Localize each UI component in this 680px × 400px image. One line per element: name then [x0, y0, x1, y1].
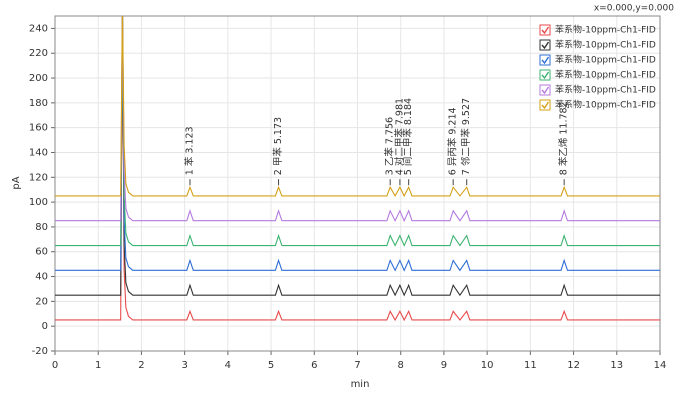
cursor-readout: x=0.000,y=0.000 [594, 4, 674, 14]
legend-label: 苯系物-10ppm-Ch1-FID [555, 84, 656, 96]
plot-frame [54, 15, 661, 352]
y-axis-label: pA [11, 176, 22, 189]
x-tick-label: 12 [567, 360, 580, 371]
peak-annotation: 4 对二甲苯 7.981 [393, 98, 405, 175]
legend-check [541, 71, 550, 80]
y-tick-label: 40 [35, 272, 48, 283]
y-tick-label: 120 [29, 172, 48, 183]
x-tick-label: 0 [52, 360, 58, 371]
legend-checkbox[interactable] [539, 24, 551, 36]
y-tick-label: 160 [29, 123, 48, 134]
x-tick-label: 13 [610, 360, 623, 371]
legend-label: 苯系物-10ppm-Ch1-FID [555, 39, 656, 51]
legend-checkbox[interactable] [539, 39, 551, 51]
x-tick-label: 5 [268, 360, 274, 371]
y-tick-label: 20 [35, 296, 48, 307]
y-tick-label: 60 [35, 247, 48, 258]
y-tick-label: 80 [35, 222, 48, 233]
peak-annotation: 1 苯 3.123 [183, 126, 195, 175]
y-tick-label: 180 [29, 98, 48, 109]
y-tick-label: 220 [29, 48, 48, 59]
y-tick-label: 140 [29, 147, 48, 158]
legend-label: 苯系物-10ppm-Ch1-FID [555, 54, 656, 66]
legend-check [541, 86, 550, 95]
trace-line [55, 16, 660, 223]
x-tick-label: 8 [398, 360, 404, 371]
peak-annotation: 5 间二甲苯 8.184 [402, 98, 414, 175]
legend-checkbox[interactable] [539, 54, 551, 66]
peak-annotation: 7 邻二甲苯 9.527 [460, 98, 472, 175]
peak-annotation: 3 乙苯 7.756 [384, 117, 396, 175]
legend-label: 苯系物-10ppm-Ch1-FID [555, 99, 656, 111]
legend-checkbox[interactable] [539, 99, 551, 111]
x-tick-label: 9 [441, 360, 447, 371]
peak-annotation: 8 苯乙烯 11.782 [558, 101, 570, 175]
x-tick-label: 7 [354, 360, 360, 371]
legend-checkbox[interactable] [539, 84, 551, 96]
x-tick-label: 6 [311, 360, 317, 371]
x-tick-label: 3 [181, 360, 187, 371]
peak-annotation: 6 异丙苯 9.214 [447, 107, 459, 175]
trace-line [55, 16, 660, 322]
x-tick-label: 4 [225, 360, 231, 371]
x-tick-label: 14 [654, 360, 667, 371]
peak-annotation: 2 甲苯 5.173 [272, 117, 284, 175]
y-tick-label: -20 [32, 346, 48, 357]
x-axis-label: min [351, 379, 370, 390]
x-tick-label: 11 [524, 360, 537, 371]
x-tick-label: 10 [481, 360, 494, 371]
trace-line [55, 16, 660, 247]
legend-check [541, 101, 550, 110]
legend-checkbox[interactable] [539, 69, 551, 81]
trace-line [55, 16, 660, 297]
legend-check [541, 41, 550, 50]
y-tick-label: 200 [29, 73, 48, 84]
y-tick-label: 240 [29, 23, 48, 34]
x-tick-label: 1 [95, 360, 101, 371]
y-tick-label: 0 [42, 321, 48, 332]
legend-label: 苯系物-10ppm-Ch1-FID [555, 24, 656, 36]
trace-line [55, 16, 660, 272]
y-tick-label: 100 [29, 197, 48, 208]
trace-line [55, 16, 660, 198]
legend-check [541, 56, 550, 65]
legend-label: 苯系物-10ppm-Ch1-FID [555, 69, 656, 81]
legend-check [541, 26, 550, 35]
traces [55, 16, 660, 322]
x-tick-label: 2 [138, 360, 144, 371]
